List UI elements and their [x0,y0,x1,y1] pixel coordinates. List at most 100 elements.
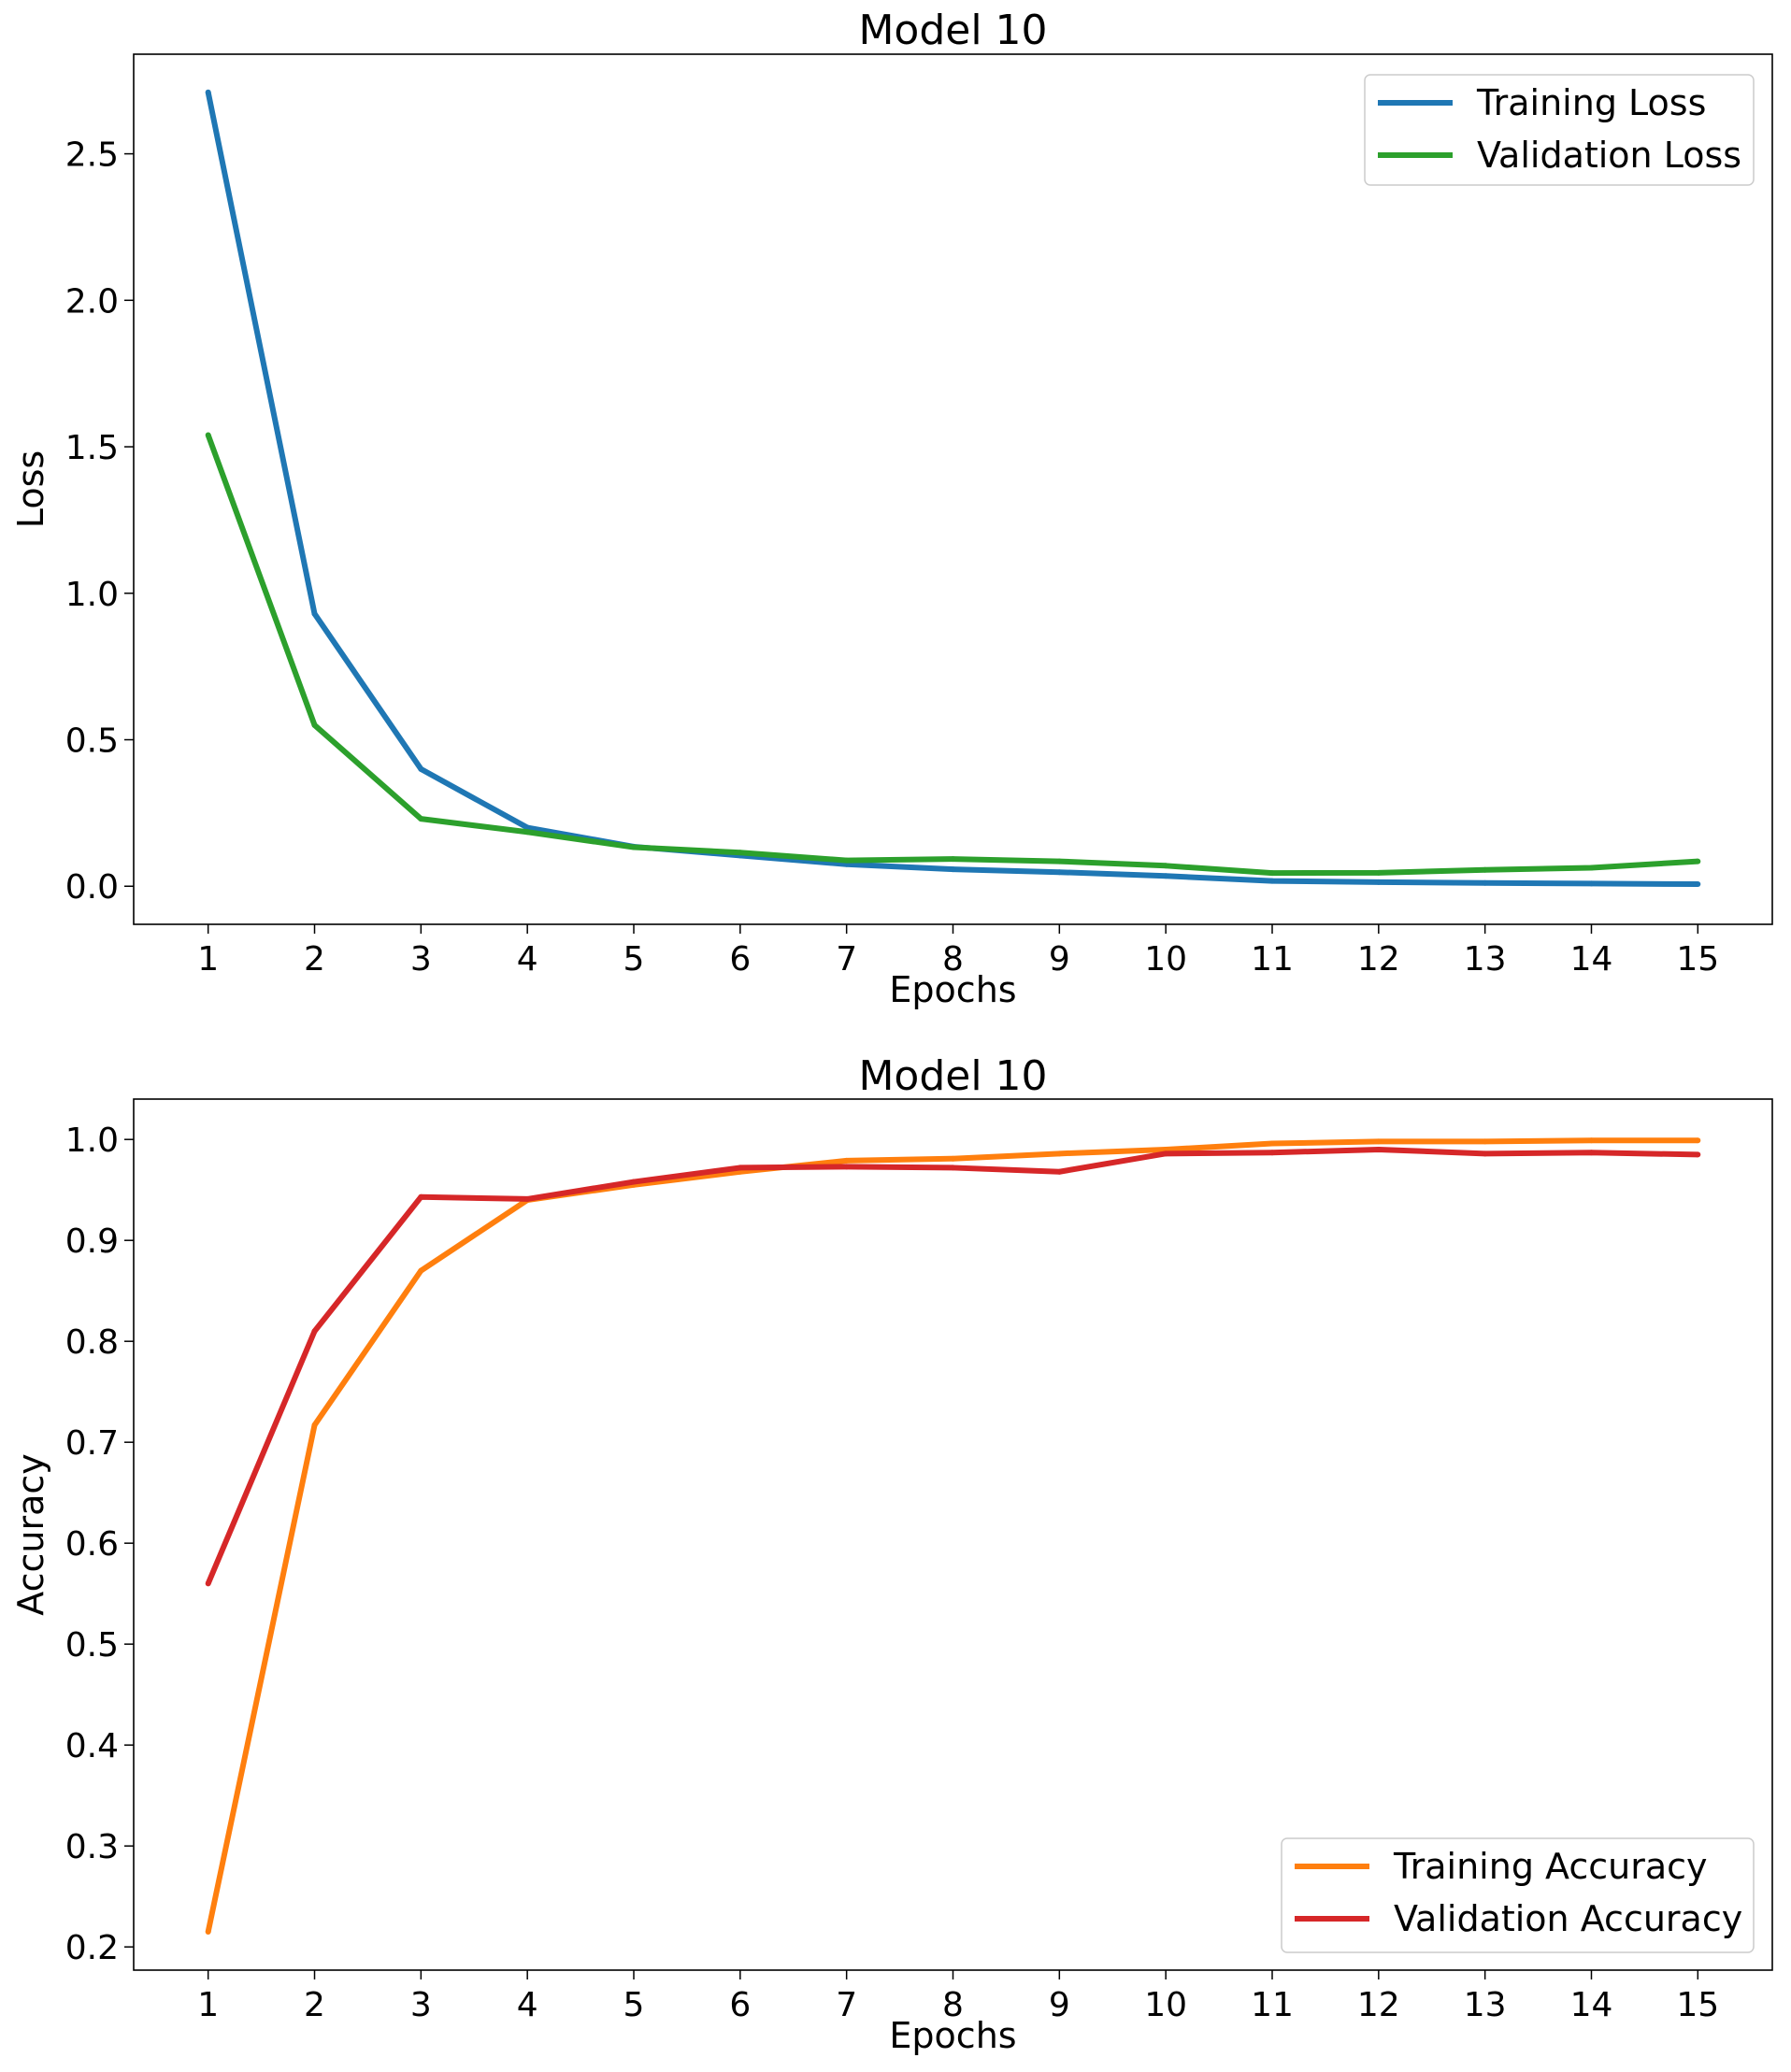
data-point-validation-loss [311,722,318,728]
legend: Training Loss Validation Loss [1364,74,1755,186]
data-point-training-loss [1588,880,1595,887]
data-point-training-loss [418,765,424,772]
x-tick-label: 5 [623,940,645,979]
data-point-training-accuracy [843,1157,850,1164]
legend: Training Accuracy Validation Accuracy [1281,1837,1755,1953]
y-axis-label: Accuracy [10,1453,51,1616]
data-point-validation-loss [631,844,638,850]
x-tick-label: 7 [836,940,857,979]
chart-title: Model 10 [858,7,1047,54]
x-tick-label: 14 [1570,940,1613,979]
y-tick-label: 0.2 [65,1929,119,1967]
data-point-training-accuracy [1268,1140,1275,1147]
data-point-validation-accuracy [1056,1168,1063,1175]
data-point-validation-loss [950,856,956,863]
y-tick-label: 0.5 [65,722,119,761]
x-tick-label: 2 [304,1986,325,2024]
y-tick-label: 0.8 [65,1323,119,1362]
data-point-training-accuracy [1375,1138,1382,1145]
x-tick-label: 4 [517,1986,538,2024]
data-point-validation-loss [1163,863,1169,869]
series-line-validation-loss [205,434,1698,877]
plot-frame [133,1098,1773,1971]
x-tick-label: 13 [1464,1986,1507,2024]
data-point-training-loss [1482,879,1488,886]
data-point-validation-loss [1375,869,1382,876]
y-tick-label: 1.0 [65,576,119,614]
x-tick-label: 12 [1357,940,1400,979]
data-point-validation-loss [418,816,424,822]
x-tick-label: 9 [1049,940,1070,979]
data-point-validation-loss [1268,870,1275,877]
data-point-validation-accuracy [418,1193,424,1200]
data-point-validation-accuracy [737,1165,743,1171]
data-point-validation-accuracy [1695,1151,1701,1158]
data-point-validation-loss [205,432,211,438]
data-point-training-loss [205,89,211,95]
y-axis-label: Loss [10,450,51,528]
data-point-training-accuracy [1056,1150,1063,1157]
x-tick-label: 6 [729,1986,751,2024]
data-point-validation-accuracy [524,1195,531,1202]
data-point-training-accuracy [1482,1138,1488,1145]
y-tick-label: 0.3 [65,1828,119,1866]
chart-panel-2: Model 101 2 3 4 5 6 7 8 9 10 11 12 13 14 150.20.30.40.… [10,1052,1773,2056]
x-tick-label: 12 [1357,1986,1400,2024]
data-point-validation-accuracy [1268,1150,1275,1156]
data-point-training-accuracy [1588,1137,1595,1144]
chart-title: Model 10 [858,1052,1047,1100]
x-tick-label: 10 [1144,940,1187,979]
x-tick-label: 3 [410,1986,432,2024]
y-tick-label: 0.7 [65,1424,119,1463]
y-tick-label: 0.0 [65,868,119,907]
x-tick-label: 1 [197,940,219,979]
x-tick-label: 6 [729,940,751,979]
x-axis-label: Epochs [889,2015,1016,2056]
legend-label: Validation Accuracy [1394,1898,1742,1939]
data-point-validation-accuracy [1482,1150,1488,1157]
data-point-training-accuracy [205,1928,211,1935]
x-tick-label: 2 [304,940,325,979]
y-tick-label: 2.0 [65,282,119,321]
data-point-validation-loss [524,829,531,836]
legend-label: Training Accuracy [1393,1846,1708,1887]
data-point-training-loss [1268,878,1275,884]
plot-frame [133,53,1773,925]
data-point-training-loss [1695,881,1701,888]
chart-panel-1: Model 101 2 3 4 5 6 7 8 9 10 11 12 13 14 150.00.51.01.… [10,7,1773,1010]
x-tick-label: 4 [517,940,538,979]
y-tick-label: 0.6 [65,1525,119,1564]
series-line-validation-accuracy [205,1146,1698,1585]
y-tick-label: 1.5 [65,429,119,467]
data-point-training-accuracy [418,1267,424,1274]
y-tick-label: 0.4 [65,1727,119,1765]
data-point-validation-accuracy [1588,1150,1595,1156]
y-tick-label: 0.5 [65,1626,119,1665]
legend-label: Validation Loss [1477,135,1741,176]
x-tick-label: 11 [1251,940,1294,979]
x-tick-label: 5 [623,1986,645,2024]
x-tick-label: 13 [1464,940,1507,979]
x-tick-label: 9 [1049,1986,1070,2024]
x-tick-label: 8 [942,940,964,979]
data-point-validation-loss [1056,858,1063,865]
x-tick-label: 15 [1676,940,1719,979]
x-axis-label: Epochs [889,969,1016,1010]
data-point-validation-accuracy [631,1179,638,1185]
legend-box [1281,1837,1755,1953]
data-point-validation-loss [843,857,850,864]
data-point-validation-accuracy [205,1580,211,1587]
x-tick-label: 15 [1676,1986,1719,2024]
series-line-training-accuracy [205,1137,1698,1933]
y-tick-label: 2.5 [65,136,119,175]
x-tick-label: 11 [1251,1986,1294,2024]
data-point-training-accuracy [311,1422,318,1428]
data-point-validation-accuracy [1375,1146,1382,1152]
data-point-validation-loss [1482,866,1488,873]
x-tick-label: 7 [836,1986,857,2024]
data-point-training-accuracy [950,1155,956,1162]
data-point-validation-accuracy [1163,1150,1169,1157]
legend-box [1364,74,1755,186]
legend-label: Training Loss [1476,82,1706,123]
